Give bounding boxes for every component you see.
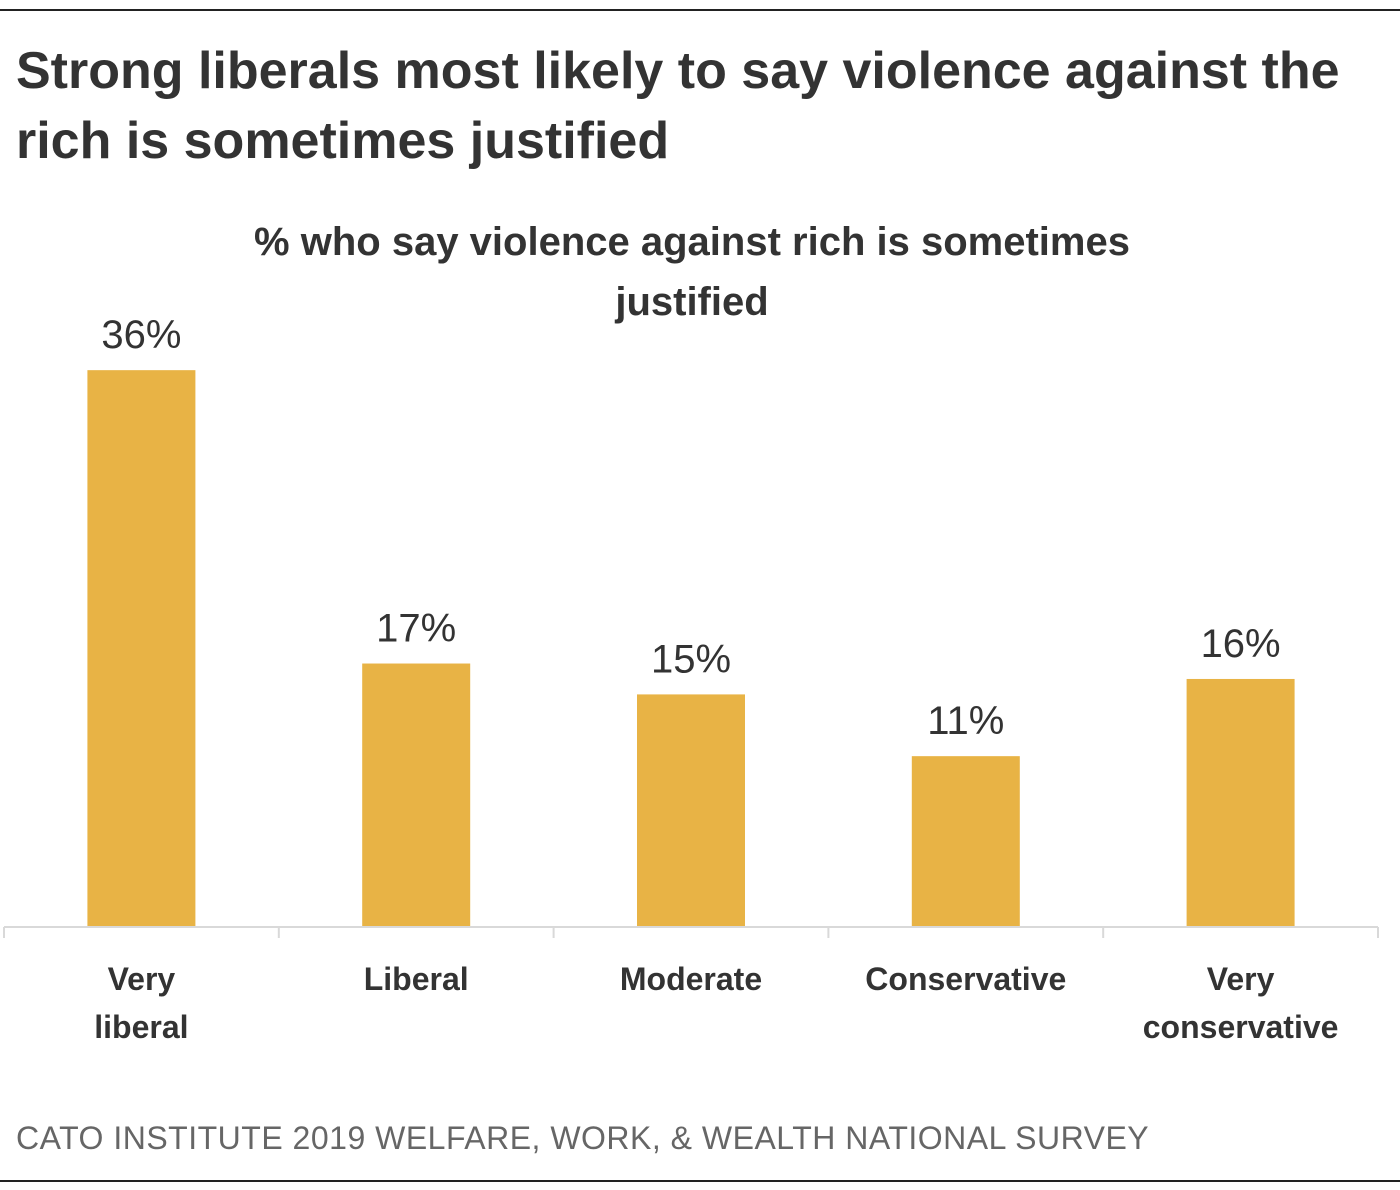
bottom-rule — [0, 1180, 1400, 1182]
chart-subtitle: % who say violence against rich is somet… — [254, 220, 1130, 324]
bar — [911, 756, 1020, 926]
x-tick-label: Conservative — [865, 961, 1067, 997]
bar — [1186, 678, 1295, 926]
value-label: 36% — [101, 313, 181, 357]
bar — [87, 370, 196, 926]
x-tick-label: Liberal — [363, 961, 469, 997]
bar — [637, 694, 745, 926]
bar — [362, 663, 471, 926]
value-label: 17% — [376, 607, 456, 651]
value-label: 16% — [1201, 622, 1281, 666]
value-label: 15% — [651, 637, 731, 681]
x-tick-label: Moderate — [619, 961, 763, 997]
x-tick-label: Very conservative — [1142, 961, 1339, 1045]
top-rule — [0, 9, 1400, 11]
chart-title: Strong liberals most likely to say viole… — [16, 42, 1340, 170]
value-label: 11% — [927, 699, 1004, 743]
x-tick-label: Very liberal — [94, 961, 189, 1045]
source-note: CATO INSTITUTE 2019 WELFARE, WORK, & WEA… — [16, 1120, 1150, 1156]
